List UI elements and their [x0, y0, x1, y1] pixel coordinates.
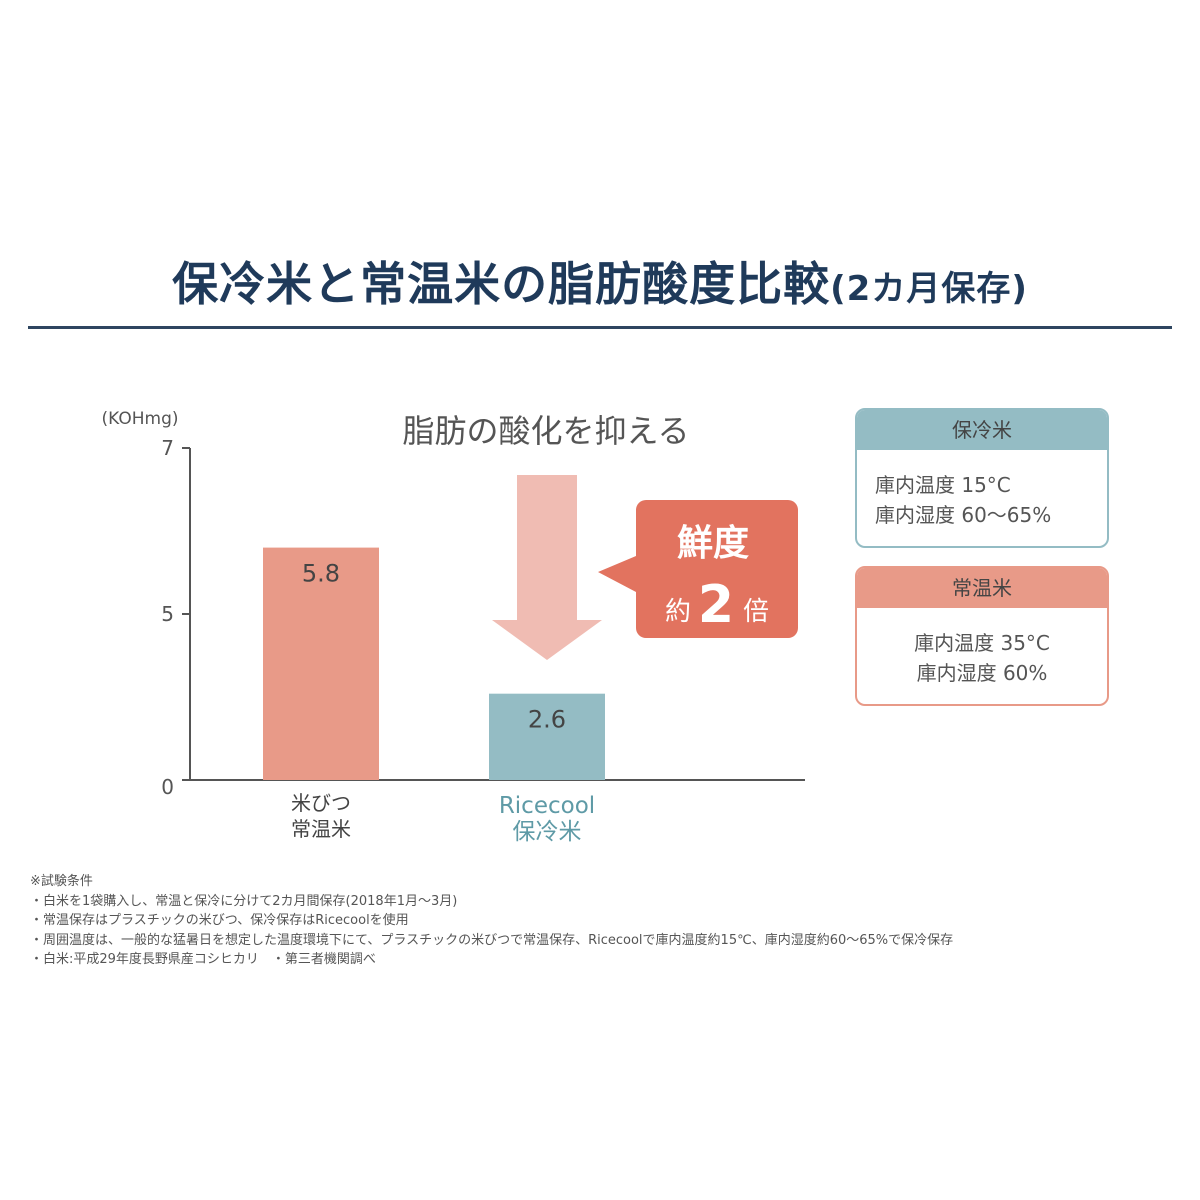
footnote: ・常温保存はプラスチックの米びつ、保冷保存はRicecoolを使用: [30, 913, 409, 928]
legend-room-temp: 常温米 庫内温度 35°C 庫内湿度 60%: [855, 566, 1109, 706]
legend-title: 保冷米: [857, 410, 1107, 450]
x-tick-label: 保冷米: [513, 819, 582, 845]
footnote: ※試験条件: [30, 874, 93, 889]
callout-number: 2: [698, 575, 734, 635]
legend-line: 庫内温度 35°C: [914, 631, 1050, 655]
page-title: 保冷米と常温米の脂肪酸度比較(2カ月保存): [172, 257, 1028, 311]
bar-value-label: 5.8: [302, 560, 340, 588]
bar: [263, 547, 379, 780]
callout-suffix: 倍: [743, 597, 769, 627]
legend-line: 庫内湿度 60〜65%: [875, 503, 1052, 527]
callout-line1: 鮮度: [677, 523, 749, 564]
y-tick-label: 0: [161, 775, 174, 799]
callout-bubble: [598, 500, 798, 638]
down-arrow: [492, 475, 602, 660]
x-tick-label: Ricecool: [499, 793, 595, 819]
legend-line: 庫内温度 15°C: [875, 473, 1011, 497]
x-tick-label: 米びつ: [291, 791, 351, 815]
bar: [489, 693, 605, 780]
bar-value-label: 2.6: [528, 706, 566, 734]
footnote: ・白米:平成29年度長野県産コシヒカリ ・第三者機関調べ: [30, 952, 376, 967]
legend-line: 庫内湿度 60%: [916, 661, 1048, 685]
annotation-text: 脂肪の酸化を抑える: [402, 412, 689, 450]
title-divider: [28, 326, 1172, 329]
footnotes: ※試験条件 ・白米を1袋購入し、常温と保冷に分けて2カ月間保存(2018年1月〜…: [30, 872, 953, 970]
footnote: ・白米を1袋購入し、常温と保冷に分けて2カ月間保存(2018年1月〜3月): [30, 893, 458, 909]
callout-prefix: 約: [665, 597, 691, 627]
footnote: ・周囲温度は、一般的な猛暑日を想定した温度環境下にて、プラスチックの米びつで常温…: [30, 932, 954, 948]
y-axis-label: (KOHmg): [102, 409, 179, 429]
legend-cooled: 保冷米 庫内温度 15°C 庫内湿度 60〜65%: [855, 408, 1109, 548]
y-tick-label: 5: [161, 602, 174, 626]
y-tick-label: 7: [161, 436, 174, 460]
x-tick-label: 常温米: [291, 817, 351, 841]
legend-title: 常温米: [857, 568, 1107, 608]
